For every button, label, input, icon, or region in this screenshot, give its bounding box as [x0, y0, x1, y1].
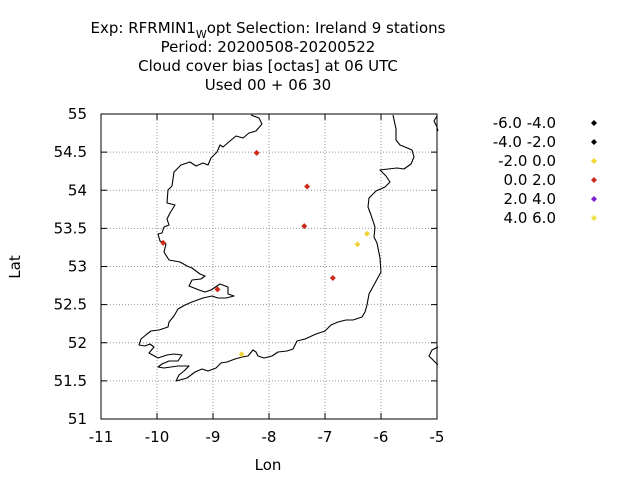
data-point	[354, 241, 361, 248]
title-line-1-b: opt Selection: Ireland 9 stations	[207, 19, 446, 37]
data-point	[214, 286, 221, 293]
title-line-3: Cloud cover bias [octas] at 06 UTC	[138, 57, 398, 75]
x-tick-label: -5	[430, 428, 445, 446]
legend-marker	[591, 177, 597, 183]
title-line-2: Period: 20200508-20200522	[161, 38, 376, 56]
y-tick-label: 51.5	[54, 372, 87, 390]
x-axis-label: Lon	[255, 456, 282, 474]
data-point	[301, 223, 308, 230]
legend: -6.0 -4.0-4.0 -2.0-2.0 0.00.0 2.02.0 4.0…	[493, 114, 597, 227]
legend-label: -4.0 -2.0	[493, 133, 556, 151]
legend-label: -6.0 -4.0	[493, 114, 556, 132]
plot-frame	[100, 113, 438, 420]
x-tick-label: -7	[318, 428, 333, 446]
y-tick-label: 53.5	[54, 219, 87, 237]
legend-label: -2.0 0.0	[498, 152, 556, 170]
y-tick-labels: 51 51.5 52 52.5 53 53.5 54 54.5 55	[54, 105, 87, 428]
y-tick-label: 52	[68, 334, 87, 352]
title-line-1: Exp: RFRMIN1Wopt Selection: Ireland 9 st…	[91, 19, 446, 41]
legend-marker	[591, 139, 597, 145]
chart-title: Exp: RFRMIN1Wopt Selection: Ireland 9 st…	[91, 19, 446, 94]
data-point	[329, 274, 336, 281]
coastline-ireland	[138, 114, 415, 382]
y-tick-label: 52.5	[54, 296, 87, 314]
y-tick-label: 54	[68, 181, 87, 199]
y-tick-label: 51	[68, 410, 87, 428]
title-line-1-sub: W	[196, 28, 207, 41]
legend-marker	[591, 215, 597, 221]
data-point	[304, 183, 311, 190]
y-tick-label: 53	[68, 258, 87, 276]
grid-lines	[101, 114, 437, 419]
y-tick-label: 55	[68, 105, 87, 123]
data-point	[253, 149, 260, 156]
legend-marker	[591, 196, 597, 202]
legend-label: 4.0 6.0	[504, 209, 556, 227]
y-tick-label: 54.5	[54, 143, 87, 161]
coastline-map	[138, 114, 439, 382]
title-line-4: Used 00 + 06 30	[205, 76, 331, 94]
legend-label: 0.0 2.0	[504, 171, 556, 189]
x-tick-label: -9	[206, 428, 221, 446]
legend-marker	[591, 158, 597, 164]
data-points	[160, 149, 370, 358]
x-tick-label: -11	[89, 428, 114, 446]
x-tick-label: -8	[262, 428, 277, 446]
x-tick-label: -6	[374, 428, 389, 446]
legend-label: 2.0 4.0	[504, 190, 556, 208]
data-point	[160, 239, 167, 246]
title-line-1-a: Exp: RFRMIN1	[91, 19, 196, 37]
y-axis-label: Lat	[6, 255, 24, 279]
legend-marker	[591, 120, 597, 126]
x-tick-label: -10	[145, 428, 170, 446]
data-point	[364, 230, 370, 237]
data-point	[238, 351, 245, 358]
x-tick-labels: -11 -10 -9 -8 -7 -6 -5	[89, 428, 445, 446]
